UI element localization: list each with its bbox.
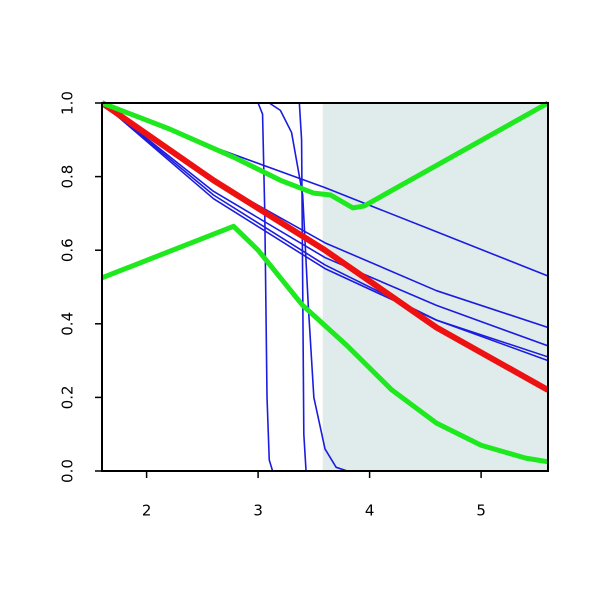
y-tick-label: 0.6	[59, 238, 77, 262]
x-tick-label: 2	[142, 502, 152, 520]
series-line	[102, 102, 548, 362]
x-tick-label: 4	[365, 502, 375, 520]
y-tick-label: 0.8	[59, 165, 77, 189]
plot-frame	[101, 102, 549, 472]
y-tick-label: 0.2	[59, 385, 77, 409]
y-tick-label: 0.0	[59, 459, 77, 483]
series-line	[102, 223, 548, 465]
series-line	[102, 102, 548, 347]
series-line	[102, 102, 548, 358]
series-line	[102, 100, 548, 393]
x-tick-label: 5	[476, 502, 486, 520]
series-line	[102, 100, 548, 211]
x-tick-label: 3	[253, 502, 263, 520]
y-tick-label: 0.4	[59, 312, 77, 336]
series-line	[102, 102, 548, 472]
shaded-region	[322, 103, 548, 471]
series-line	[102, 102, 548, 472]
y-tick-label: 1.0	[59, 91, 77, 115]
